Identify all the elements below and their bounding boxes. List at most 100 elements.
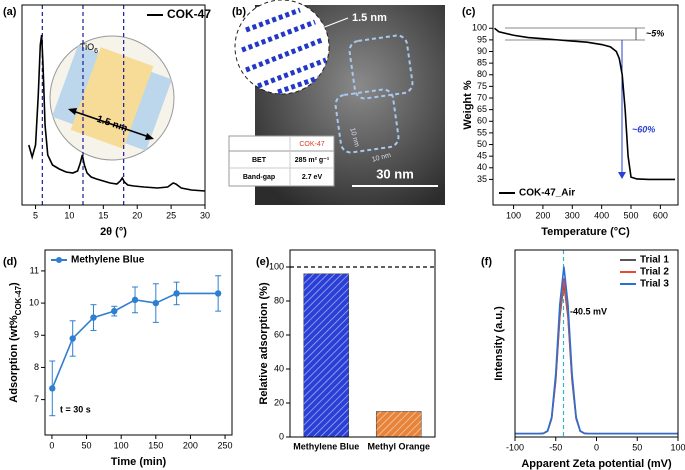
y-tick-label: 50 [477,139,487,149]
legend-label: Trial 3 [640,279,669,290]
arrow-head [618,172,626,179]
y-tick-label: 80 [274,295,284,305]
structure-chains [241,7,327,95]
y-tick-label: 100 [472,23,487,33]
x-axis-label: Time (min) [111,456,167,468]
panel-label: (c) [462,6,476,18]
y-axis-label: Weight % [462,80,474,130]
y-tick-label: 100 [269,261,284,271]
data-line [515,266,678,435]
y-tick-label: 40 [274,363,284,373]
annotation: ~5% [646,28,664,38]
bar-hatch [376,411,422,437]
y-tick-label: 45 [477,151,487,161]
data-point [152,299,160,307]
x-tick-label: -100 [506,442,524,452]
x-tick-label: 400 [594,210,609,220]
plot-frame [21,4,206,206]
x-tick-label: 300 [565,210,580,220]
x-tick-label: 50 [82,440,92,450]
legend-label: Trial 2 [640,267,669,278]
y-tick-label: 8 [34,362,39,372]
table-header: COK-47 [299,141,324,148]
plot-frame [44,249,233,436]
annotation: t = 30 s [60,404,91,414]
plot-frame [514,249,679,438]
data-point [111,307,118,315]
tem-box [334,88,400,154]
inset-label-sub: 6 [94,48,98,55]
x-tick-label: 50 [632,442,642,452]
data-point [90,314,97,321]
property-table [228,135,335,187]
y-tick-label: 65 [477,104,487,114]
table-cell: Band-gap [243,174,275,181]
y-tick-label: 9 [34,330,39,340]
legend-marker [56,257,62,263]
y-tick-label: 85 [477,58,487,68]
x-axis-label: 2θ (°) [100,226,127,238]
box-size-label: 10 nm [348,127,360,148]
arrow-head [145,133,154,140]
inset-layer [70,47,154,149]
x-tick-label: 0 [594,442,599,452]
data-line [28,34,206,192]
x-tick-label: 500 [624,210,639,220]
x-tick-label: -50 [549,442,562,452]
y-tick-label: 70 [477,92,487,102]
data-line [493,27,676,181]
x-tick-label: 10 [64,210,74,220]
x-tick-label: 5 [33,210,38,220]
plot-frame [289,249,436,438]
panel-label: (b) [232,6,246,18]
x-tick-label: 200 [183,440,198,450]
x-tick-label: 100 [506,210,521,220]
x-axis-label: Temperature (°C) [541,226,630,238]
y-axis-label: Relative adsorption (%) [258,282,270,405]
y-tick-label: 60 [274,329,284,339]
x-tick-label: 100 [670,442,685,452]
inset-a: TiO6 1.5 nm [49,35,175,161]
panel-label: (f) [481,256,492,268]
data-point [214,290,222,297]
data-point [49,385,56,392]
y-tick-label: 80 [477,69,487,79]
x-tick-label: 15 [98,210,108,220]
x-tick-label: 250 [218,440,233,450]
y-tick-label: 7 [34,394,39,404]
legend-label: Trial 1 [640,255,669,266]
y-tick-label: 40 [477,162,487,172]
data-line [51,292,219,389]
plot-frame [492,4,679,206]
x-tick-label: 100 [114,440,129,450]
legend-label: COK-47_Air [519,188,575,199]
inset-label-main: TiO [80,42,94,52]
arrow-head [68,108,77,115]
bar-hatch [303,273,349,437]
table-cell: 2.7 eV [302,174,323,181]
y-tick-label: 55 [477,127,487,137]
data-point [131,296,139,304]
x-tick-label: 150 [148,440,163,450]
panel-label: (d) [3,256,17,268]
data-point [69,335,76,342]
data-point [173,290,180,297]
tga-annotation [505,27,645,179]
panel-label: (e) [256,256,270,268]
y-tick-label: 20 [274,397,284,407]
x-axis-label: Apparent Zeta potential (mV) [521,458,672,470]
y-tick-label: 11 [30,265,39,275]
y-tick-label: 95 [477,34,487,44]
annotation: ~60% [632,124,655,134]
x-tick-label: 30 [200,210,210,220]
y-axis-label: Adsorption (wt%COK-47) [8,282,23,403]
distance-label: 1.5 nm [352,12,387,24]
box-size-label: 10 nm [371,152,392,164]
y-tick-label: 75 [477,81,487,91]
x-tick-label: 20 [132,210,142,220]
y-tick-label: 35 [477,174,487,184]
x-tick-label: 600 [653,210,668,220]
table-cell: 285 m² g⁻¹ [295,157,330,164]
